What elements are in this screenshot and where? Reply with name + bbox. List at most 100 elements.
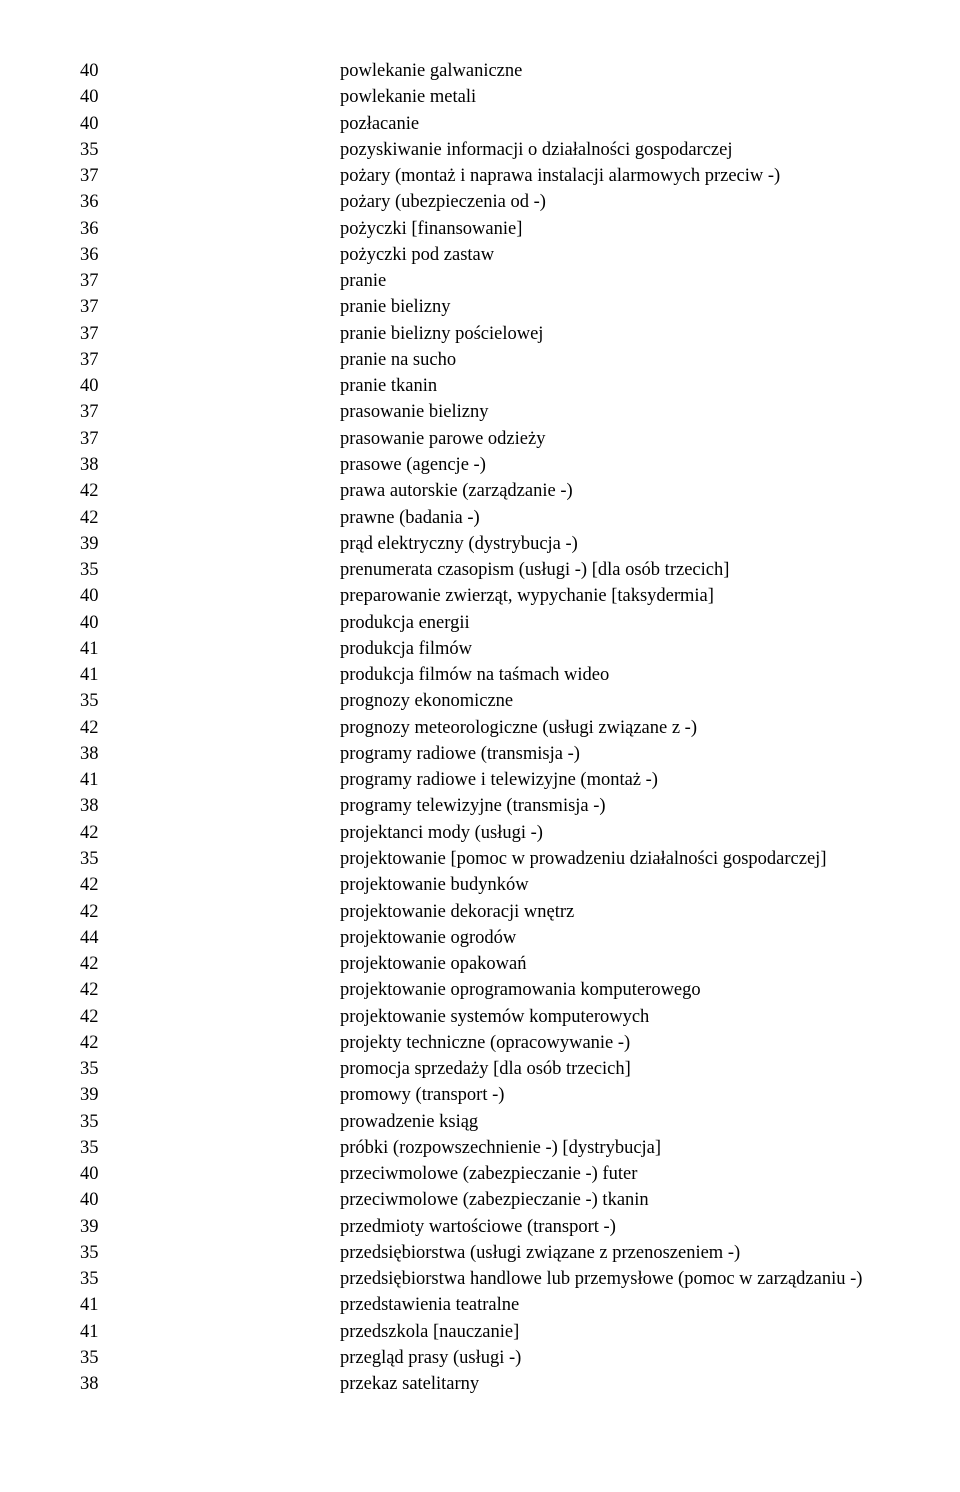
- class-description: pozyskiwanie informacji o działalności g…: [340, 137, 880, 163]
- class-number: 37: [80, 399, 340, 425]
- table-row: 39prąd elektryczny (dystrybucja -): [80, 531, 880, 557]
- class-description: projektowanie systemów komputerowych: [340, 1004, 880, 1030]
- class-description: prąd elektryczny (dystrybucja -): [340, 531, 880, 557]
- class-description: przedsiębiorstwa handlowe lub przemysłow…: [340, 1266, 880, 1292]
- class-number: 37: [80, 163, 340, 189]
- class-number: 40: [80, 58, 340, 84]
- class-description: promocja sprzedaży [dla osób trzecich]: [340, 1056, 880, 1082]
- class-description: pranie: [340, 268, 880, 294]
- class-description: prawa autorskie (zarządzanie -): [340, 478, 880, 504]
- class-number: 35: [80, 1345, 340, 1371]
- class-description: projektowanie ogrodów: [340, 925, 880, 951]
- class-number: 40: [80, 1187, 340, 1213]
- class-description: próbki (rozpowszechnienie -) [dystrybucj…: [340, 1135, 880, 1161]
- class-description: przeciwmolowe (zabezpieczanie -) tkanin: [340, 1187, 880, 1213]
- table-row: 39przedmioty wartościowe (transport -): [80, 1214, 880, 1240]
- class-description: projektowanie opakowań: [340, 951, 880, 977]
- class-description: pożary (montaż i naprawa instalacji alar…: [340, 163, 880, 189]
- class-number: 37: [80, 321, 340, 347]
- class-description: preparowanie zwierząt, wypychanie [taksy…: [340, 583, 880, 609]
- class-number: 38: [80, 1371, 340, 1397]
- table-row: 40pozłacanie: [80, 111, 880, 137]
- table-row: 37pranie: [80, 268, 880, 294]
- class-description: przedsiębiorstwa (usługi związane z prze…: [340, 1240, 880, 1266]
- table-row: 38programy telewizyjne (transmisja -): [80, 793, 880, 819]
- table-row: 37prasowanie bielizny: [80, 399, 880, 425]
- class-description: pranie na sucho: [340, 347, 880, 373]
- class-description: pożyczki pod zastaw: [340, 242, 880, 268]
- class-number: 35: [80, 1240, 340, 1266]
- class-number: 42: [80, 478, 340, 504]
- class-number: 41: [80, 767, 340, 793]
- table-row: 41programy radiowe i telewizyjne (montaż…: [80, 767, 880, 793]
- class-number: 44: [80, 925, 340, 951]
- table-row: 35pozyskiwanie informacji o działalności…: [80, 137, 880, 163]
- class-description: projekty techniczne (opracowywanie -): [340, 1030, 880, 1056]
- table-row: 35prowadzenie ksiąg: [80, 1109, 880, 1135]
- class-description: projektowanie [pomoc w prowadzeniu dział…: [340, 846, 880, 872]
- class-number: 35: [80, 557, 340, 583]
- table-row: 42prognozy meteorologiczne (usługi związ…: [80, 715, 880, 741]
- class-number: 38: [80, 793, 340, 819]
- class-number: 38: [80, 452, 340, 478]
- class-description: projektowanie oprogramowania komputerowe…: [340, 977, 880, 1003]
- class-number: 42: [80, 977, 340, 1003]
- table-row: 42projektowanie opakowań: [80, 951, 880, 977]
- class-number: 42: [80, 1004, 340, 1030]
- class-number: 36: [80, 242, 340, 268]
- class-description: prenumerata czasopism (usługi -) [dla os…: [340, 557, 880, 583]
- class-number: 40: [80, 1161, 340, 1187]
- table-row: 42prawne (badania -): [80, 505, 880, 531]
- class-number: 36: [80, 216, 340, 242]
- class-description: prawne (badania -): [340, 505, 880, 531]
- class-description: prasowanie parowe odzieży: [340, 426, 880, 452]
- class-number: 39: [80, 1214, 340, 1240]
- class-description: przedstawienia teatralne: [340, 1292, 880, 1318]
- class-description: projektowanie budynków: [340, 872, 880, 898]
- class-description: pożary (ubezpieczenia od -): [340, 189, 880, 215]
- class-description: prowadzenie ksiąg: [340, 1109, 880, 1135]
- class-number: 37: [80, 268, 340, 294]
- table-row: 37prasowanie parowe odzieży: [80, 426, 880, 452]
- class-number: 41: [80, 662, 340, 688]
- class-number: 41: [80, 1319, 340, 1345]
- class-number: 35: [80, 1056, 340, 1082]
- class-description: pozłacanie: [340, 111, 880, 137]
- class-number: 40: [80, 84, 340, 110]
- table-row: 42projektowanie systemów komputerowych: [80, 1004, 880, 1030]
- class-description: produkcja energii: [340, 610, 880, 636]
- class-number: 42: [80, 899, 340, 925]
- class-description: prasowe (agencje -): [340, 452, 880, 478]
- class-number: 38: [80, 741, 340, 767]
- class-number: 42: [80, 715, 340, 741]
- class-description: przeciwmolowe (zabezpieczanie -) futer: [340, 1161, 880, 1187]
- table-row: 40powlekanie metali: [80, 84, 880, 110]
- class-description: produkcja filmów: [340, 636, 880, 662]
- table-row: 40powlekanie galwaniczne: [80, 58, 880, 84]
- class-number: 37: [80, 426, 340, 452]
- class-number: 35: [80, 688, 340, 714]
- table-row: 35przedsiębiorstwa (usługi związane z pr…: [80, 1240, 880, 1266]
- class-number: 37: [80, 294, 340, 320]
- table-row: 35próbki (rozpowszechnienie -) [dystrybu…: [80, 1135, 880, 1161]
- class-number: 35: [80, 1109, 340, 1135]
- table-row: 35przedsiębiorstwa handlowe lub przemysł…: [80, 1266, 880, 1292]
- class-number: 35: [80, 1135, 340, 1161]
- table-row: 39promowy (transport -): [80, 1082, 880, 1108]
- class-description: programy radiowe (transmisja -): [340, 741, 880, 767]
- table-row: 40produkcja energii: [80, 610, 880, 636]
- class-description: przekaz satelitarny: [340, 1371, 880, 1397]
- table-row: 41produkcja filmów: [80, 636, 880, 662]
- table-row: 40preparowanie zwierząt, wypychanie [tak…: [80, 583, 880, 609]
- table-row: 37pranie bielizny: [80, 294, 880, 320]
- table-row: 42projektanci mody (usługi -): [80, 820, 880, 846]
- table-row: 37pranie bielizny pościelowej: [80, 321, 880, 347]
- table-row: 35prenumerata czasopism (usługi -) [dla …: [80, 557, 880, 583]
- class-description: programy telewizyjne (transmisja -): [340, 793, 880, 819]
- class-description: prognozy ekonomiczne: [340, 688, 880, 714]
- class-number: 39: [80, 531, 340, 557]
- class-description: przedszkola [nauczanie]: [340, 1319, 880, 1345]
- class-number: 35: [80, 137, 340, 163]
- table-row: 42projektowanie dekoracji wnętrz: [80, 899, 880, 925]
- table-row: 41przedstawienia teatralne: [80, 1292, 880, 1318]
